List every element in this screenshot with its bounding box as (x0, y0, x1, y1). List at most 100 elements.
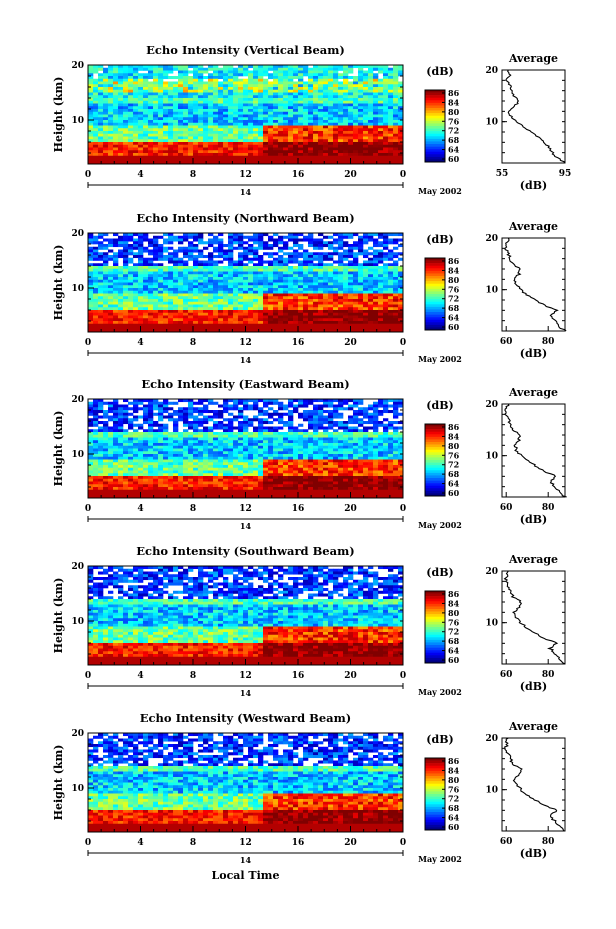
heat-cell (388, 277, 394, 281)
heat-cell (363, 255, 369, 259)
heat-cell (113, 136, 119, 140)
heat-cell (128, 277, 134, 281)
heat-cell (103, 307, 109, 311)
heat-cell (278, 78, 284, 82)
heat-cell (108, 144, 114, 148)
heat-cell (143, 131, 149, 135)
heat-cell (173, 296, 179, 300)
heat-cell (148, 87, 154, 91)
heat-cell (248, 257, 254, 261)
heat-cell (178, 73, 184, 77)
heat-cell (183, 249, 189, 253)
heat-cell (343, 153, 349, 157)
heat-cell (138, 440, 144, 444)
heat-cell (373, 312, 379, 316)
heat-cell (218, 312, 224, 316)
heat-cell (98, 81, 104, 85)
heat-cell (208, 315, 214, 319)
heat-cell (358, 114, 364, 118)
heat-cell (123, 415, 129, 419)
heat-cell (368, 271, 374, 275)
heat-cell (383, 139, 389, 143)
heat-cell (218, 252, 224, 256)
heat-cell (133, 84, 139, 88)
heat-cell (108, 128, 114, 132)
heat-cell (288, 84, 294, 88)
heat-cell (118, 451, 124, 455)
heat-cell (113, 257, 119, 261)
heat-cell (328, 304, 334, 308)
heat-cell (173, 147, 179, 151)
heat-cell (123, 244, 129, 248)
heat-cell (173, 106, 179, 110)
heat-cell (348, 310, 354, 314)
heat-cell (108, 103, 114, 107)
heat-cell (133, 87, 139, 91)
heat-cell (308, 312, 314, 316)
heat-cell (243, 150, 249, 154)
heat-cell (178, 288, 184, 292)
heat-cell (213, 282, 219, 286)
heat-cell (168, 125, 174, 129)
heat-cell (168, 293, 174, 297)
heat-cell (128, 423, 134, 427)
heat-cell (373, 288, 379, 292)
heat-cell (188, 312, 194, 316)
heat-cell (128, 304, 134, 308)
heat-cell (318, 277, 324, 281)
heat-cell (128, 161, 134, 165)
heat-cell (323, 310, 329, 314)
heat-cell (358, 238, 364, 242)
heat-cell (158, 235, 164, 239)
heat-cell (138, 465, 144, 469)
heat-cell (198, 120, 204, 124)
heat-cell (248, 274, 254, 278)
heat-cell (388, 310, 394, 314)
heat-cell (233, 326, 239, 330)
heat-cell (373, 142, 379, 146)
heat-cell (208, 125, 214, 129)
heat-cell (328, 100, 334, 104)
heat-cell (183, 76, 189, 80)
heat-cell (103, 426, 109, 430)
heat-cell (93, 492, 99, 496)
heat-cell (268, 296, 274, 300)
heat-cell (128, 473, 134, 477)
heat-cell (108, 489, 114, 493)
heat-cell (293, 70, 299, 74)
heat-cell (133, 329, 139, 333)
heat-cell (328, 133, 334, 137)
heat-cell (98, 114, 104, 118)
heat-cell (293, 89, 299, 93)
heat-cell (358, 252, 364, 256)
heat-cell (103, 445, 109, 449)
heat-cell (348, 142, 354, 146)
heat-cell (158, 249, 164, 253)
heat-cell (253, 241, 259, 245)
heat-cell (143, 451, 149, 455)
heat-cell (368, 312, 374, 316)
heat-cell (118, 478, 124, 482)
heat-cell (238, 321, 244, 325)
heat-cell (273, 285, 279, 289)
heat-cell (193, 122, 199, 126)
heat-cell (233, 155, 239, 159)
heat-cell (93, 326, 99, 330)
heat-cell (383, 263, 389, 267)
heat-cell (133, 487, 139, 491)
heat-cell (118, 465, 124, 469)
heat-cell (213, 70, 219, 74)
heat-cell (303, 304, 309, 308)
heat-cell (98, 244, 104, 248)
heat-cell (298, 114, 304, 118)
heat-cell (163, 106, 169, 110)
heat-cell (188, 307, 194, 311)
heat-cell (343, 326, 349, 330)
heat-cell (203, 133, 209, 137)
heat-cell (343, 310, 349, 314)
heat-cell (313, 255, 319, 259)
heat-cell (248, 323, 254, 327)
heat-cell (273, 268, 279, 272)
heat-cell (258, 114, 264, 118)
heat-cell (368, 106, 374, 110)
